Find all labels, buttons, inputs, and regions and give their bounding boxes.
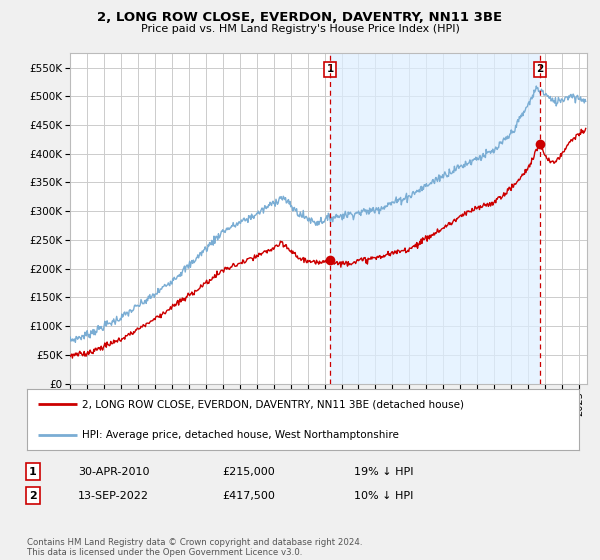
Text: 10% ↓ HPI: 10% ↓ HPI <box>354 491 413 501</box>
Bar <box>330 53 540 384</box>
Text: 2: 2 <box>29 491 37 501</box>
Text: 1: 1 <box>326 64 334 74</box>
Text: £417,500: £417,500 <box>222 491 275 501</box>
Text: Contains HM Land Registry data © Crown copyright and database right 2024.
This d: Contains HM Land Registry data © Crown c… <box>27 538 362 557</box>
Text: 2, LONG ROW CLOSE, EVERDON, DAVENTRY, NN11 3BE: 2, LONG ROW CLOSE, EVERDON, DAVENTRY, NN… <box>97 11 503 24</box>
Text: 2: 2 <box>536 64 544 74</box>
Text: 13-SEP-2022: 13-SEP-2022 <box>78 491 149 501</box>
Text: £215,000: £215,000 <box>222 466 275 477</box>
Text: 30-APR-2010: 30-APR-2010 <box>78 466 149 477</box>
Text: HPI: Average price, detached house, West Northamptonshire: HPI: Average price, detached house, West… <box>82 430 399 440</box>
Text: Price paid vs. HM Land Registry's House Price Index (HPI): Price paid vs. HM Land Registry's House … <box>140 24 460 34</box>
Text: 2, LONG ROW CLOSE, EVERDON, DAVENTRY, NN11 3BE (detached house): 2, LONG ROW CLOSE, EVERDON, DAVENTRY, NN… <box>82 399 464 409</box>
Text: 1: 1 <box>29 466 37 477</box>
Text: 19% ↓ HPI: 19% ↓ HPI <box>354 466 413 477</box>
